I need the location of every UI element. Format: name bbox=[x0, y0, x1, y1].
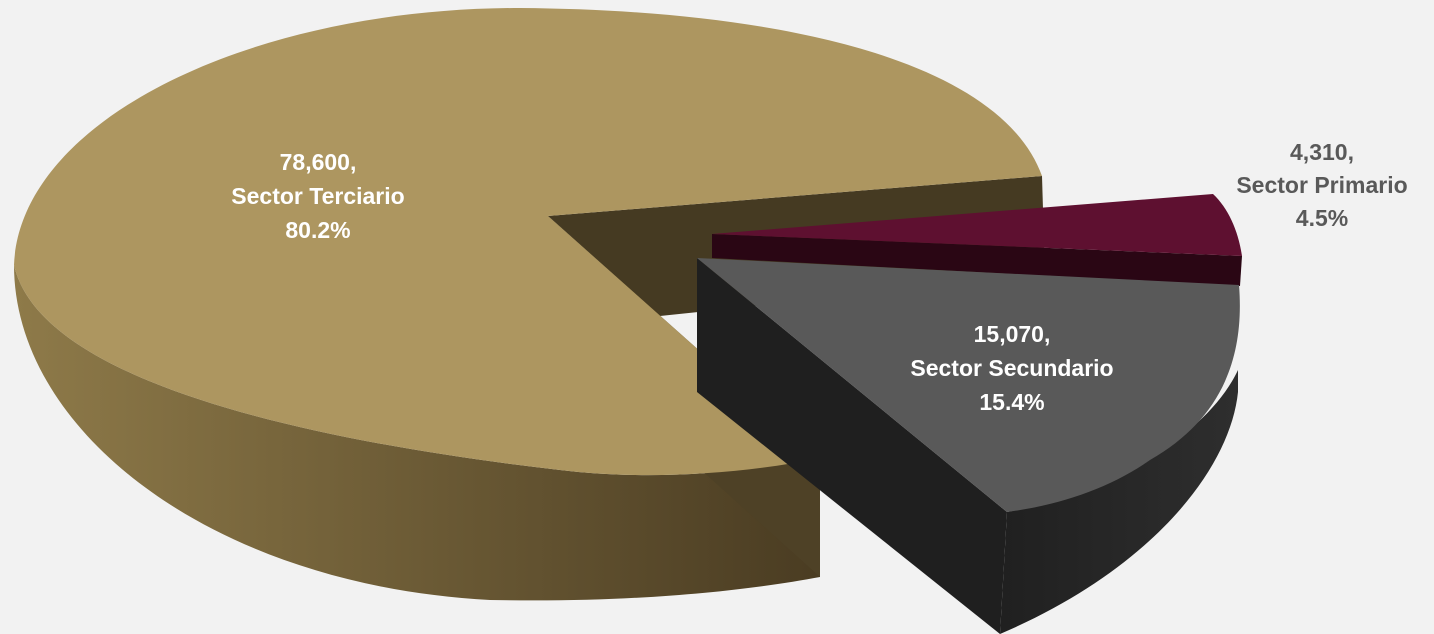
slice-sector-primario bbox=[712, 194, 1242, 256]
category-label-sector-secundario: Sector Secundario bbox=[910, 355, 1113, 381]
category-label-sector-terciario: Sector Terciario bbox=[231, 183, 404, 209]
value-label-sector-primario: 4,310, bbox=[1290, 139, 1354, 165]
slice-side-sector-terciario bbox=[14, 265, 820, 601]
data-label-sector-primario: 4,310, Sector Primario 4.5% bbox=[1236, 139, 1407, 231]
data-label-sector-terciario: 78,600, Sector Terciario 80.2% bbox=[231, 149, 404, 243]
percent-label-sector-primario: 4.5% bbox=[1296, 205, 1348, 231]
value-label-sector-secundario: 15,070, bbox=[974, 321, 1051, 347]
category-label-sector-primario: Sector Primario bbox=[1236, 172, 1407, 198]
slice-side-secundario-outer bbox=[1000, 370, 1238, 634]
slice-sector-secundario bbox=[697, 258, 1240, 512]
slice-sector-terciario bbox=[14, 8, 1042, 476]
percent-label-sector-secundario: 15.4% bbox=[979, 389, 1044, 415]
slice-side-sector-secundario bbox=[697, 258, 1007, 634]
data-label-sector-secundario: 15,070, Sector Secundario 15.4% bbox=[910, 321, 1113, 415]
slice-side-sector-primario bbox=[712, 234, 1242, 286]
percent-label-sector-terciario: 80.2% bbox=[285, 217, 350, 243]
value-label-sector-terciario: 78,600, bbox=[280, 149, 357, 175]
